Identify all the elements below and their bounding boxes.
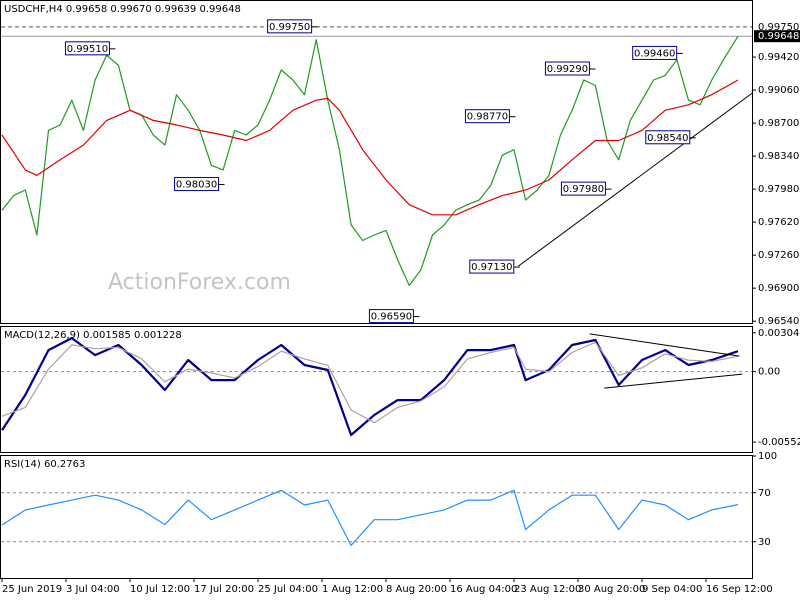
annotation-box	[645, 130, 691, 145]
annotation-box	[469, 259, 515, 274]
x-tick-label: 1 Aug 12:00	[322, 584, 383, 595]
y-tick-label: 30	[758, 537, 771, 548]
annotation-box	[464, 109, 510, 124]
annotation-label: 0.97130	[471, 262, 512, 273]
x-tick-label: 16 Aug 04:00	[450, 584, 517, 595]
panel-frame	[0, 455, 753, 579]
y-tick-label: 100	[758, 451, 777, 462]
level-label: 0.99750	[758, 22, 799, 33]
y-tick-label: 0.96900	[758, 283, 799, 294]
y-tick-label: 0.99420	[758, 52, 799, 63]
panel-title: RSI(14) 60.2763	[4, 459, 85, 470]
annotation-box	[267, 19, 313, 34]
annotation-box	[368, 309, 414, 324]
annotation-label: 0.97980	[563, 184, 604, 195]
y-tick-label: 0.98340	[758, 151, 799, 162]
y-tick-label: 0.98700	[758, 118, 799, 129]
annotation-label: 0.99460	[634, 48, 675, 59]
watermark: ActionForex.com	[108, 270, 291, 295]
x-tick-label: 3 Jul 04:00	[66, 584, 120, 595]
y-tick-label: 0.97980	[758, 184, 799, 195]
x-tick-label: 25 Jun 2019	[2, 584, 62, 595]
annotation-label: 0.96590	[371, 312, 412, 323]
y-tick-label: 0.97620	[758, 217, 799, 228]
annotation-label: 0.99510	[67, 44, 108, 55]
x-tick-label: 17 Jul 20:00	[194, 584, 254, 595]
price-label-box	[754, 30, 800, 43]
x-tick-label: 23 Aug 12:00	[514, 584, 581, 595]
y-tick-label: 0.00	[758, 367, 780, 378]
x-tick-label: 8 Aug 20:00	[386, 584, 447, 595]
y-tick-label: 0.97260	[758, 250, 799, 261]
panel-frame	[0, 0, 753, 324]
level-label-box	[754, 20, 798, 33]
annotation-box	[544, 61, 590, 76]
annotation-label: 0.98540	[647, 133, 688, 144]
y-tick-label: -0.005524	[758, 437, 800, 448]
series-line	[1, 35, 739, 286]
annotation-label: 0.98770	[467, 112, 508, 123]
y-tick-label: 70	[758, 488, 771, 499]
x-tick-label: 30 Aug 20:00	[578, 584, 645, 595]
annotation-label: 0.99750	[269, 22, 310, 33]
annotation-box	[64, 41, 110, 56]
annotation-label: 0.98030	[176, 180, 217, 191]
x-tick-label: 25 Jul 04:00	[258, 584, 318, 595]
trendline	[589, 333, 740, 357]
trendline	[518, 92, 753, 267]
y-tick-label: 0.003044	[758, 328, 800, 339]
annotation-box	[632, 45, 678, 60]
annotation-box	[174, 177, 220, 192]
x-tick-label: 16 Sep 12:00	[706, 584, 773, 595]
y-tick-label: 0.99060	[758, 85, 799, 96]
annotation-label: 0.99290	[547, 64, 588, 75]
trendline	[604, 373, 743, 389]
x-tick-label: 10 Jul 12:00	[130, 584, 190, 595]
annotation-box	[560, 181, 606, 196]
series-line	[1, 341, 739, 424]
panel-title: MACD(12,26,9) 0.001585 0.001228	[4, 330, 182, 341]
series-line	[1, 489, 739, 546]
price-label: 0.99648	[758, 31, 799, 42]
series-line	[1, 79, 739, 216]
x-tick-label: 9 Sep 04:00	[642, 584, 702, 595]
panel-title: USDCHF,H4 0.99658 0.99670 0.99639 0.9964…	[4, 4, 241, 15]
panel-frame	[0, 326, 753, 453]
y-tick-label: 0.96540	[758, 316, 799, 327]
